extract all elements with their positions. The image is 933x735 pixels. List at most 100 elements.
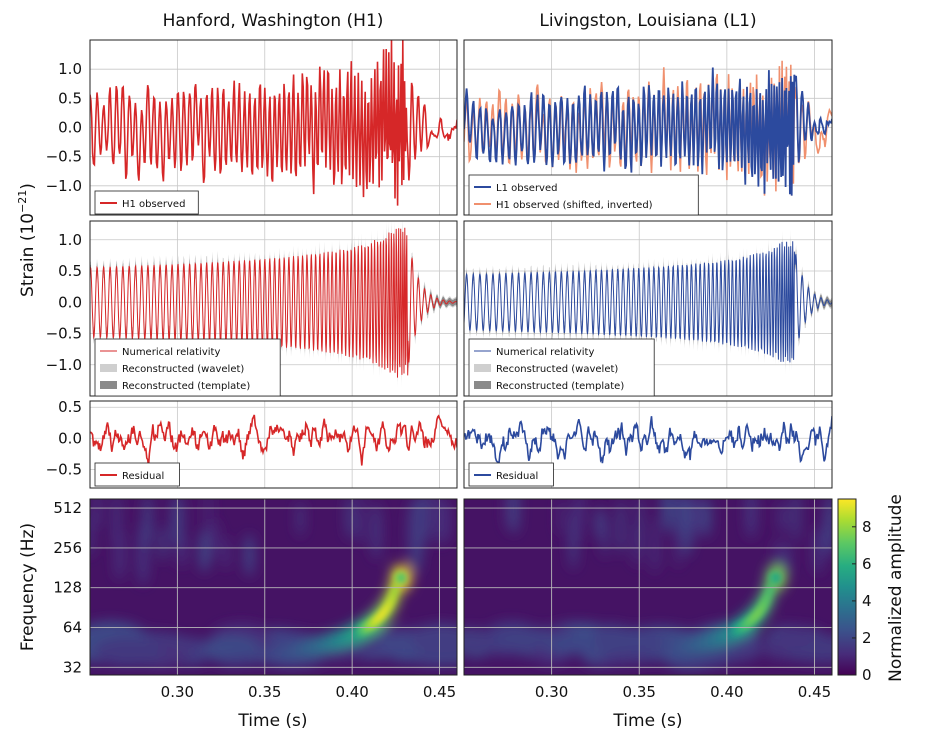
legend-entry: Reconstructed (template) [122,381,250,392]
spectrogram-blob [371,502,382,560]
y-tick-label: 1.0 [58,60,82,78]
colorbar-tick-label: 0 [862,666,872,684]
spectrogram-blob [510,499,520,535]
y-tick-label: −1.0 [46,356,82,374]
spectrogram-blob [792,499,800,543]
y-tick-label: −0.5 [46,460,82,478]
x-tick-label: 0.45 [423,683,456,701]
time-axis-label-left: Time (s) [237,711,307,731]
spectrogram-blob [358,499,365,546]
colorbar-tick-label: 6 [862,555,872,573]
colorbar-tick-label: 4 [862,592,872,610]
legend-swatch [100,364,117,372]
strain-axis-label: Strain (10−21) [16,183,38,297]
legend-entry: Reconstructed (template) [496,381,624,392]
h1-observed-line [90,40,457,206]
spectrogram-blob [204,499,212,535]
spectrogram-blob [423,499,433,543]
l1-spectrogram [464,499,832,675]
colorbar-tick-label: 2 [862,629,872,647]
legend-h1-reconstructed: Numerical relativity Reconstructed (wavel… [94,338,281,397]
x-tick-label: 0.30 [161,683,194,701]
spectrogram-blob [207,519,220,559]
x-tick-label: 0.30 [535,683,568,701]
frequency-axis-label: Frequency (Hz) [18,523,38,651]
legend-entry: L1 observed [496,183,557,194]
spectrogram-blob [651,515,659,574]
spectrogram-blob [681,499,694,538]
spectrogram-blob [784,542,791,577]
spectrogram-blob [346,499,354,540]
y-tick-label: 64 [63,619,82,637]
legend-entry: H1 observed [122,199,185,210]
legend-entry: Reconstructed (wavelet) [122,364,244,375]
panels: 1.0 0.5 0.0 −0.5 −1.0 H1 observed L1 observed H… [46,39,833,701]
h1-spectrogram [90,499,457,675]
spectrogram-blob [441,499,451,544]
panel-h1-residual [89,400,458,489]
spectrogram-blob [826,499,832,545]
legend-entry: H1 observed (shifted, inverted) [496,200,653,211]
spectrogram-blob [244,534,255,577]
y-tick-label: 0.5 [58,398,82,416]
spectrogram-blob [574,499,583,541]
legend-frame [468,174,699,216]
chirp-core [356,571,407,637]
spectrogram-blob [813,527,824,574]
spectrogram-blob [593,624,631,653]
colorbar: 8 6 4 2 0 [837,498,872,684]
legend-entry: Numerical relativity [496,347,594,358]
spectrogram-blob [90,511,94,558]
panel-h1-observed [89,39,458,216]
x-tick-label: 0.35 [248,683,281,701]
y-tick-label: 0.5 [58,262,82,280]
spectrogram-blob [745,499,757,539]
x-tick-label: 0.45 [798,683,831,701]
panel-l1-spectrogram [463,498,833,676]
l1-residual-line [464,415,832,466]
legend-entry: Residual [496,471,538,482]
time-axis-label-right: Time (s) [612,711,682,731]
legend-frame [94,462,180,487]
spectrogram-blob [114,534,123,581]
title-hanford: Hanford, Washington (H1) [163,11,384,31]
h1-residual-line [90,414,457,467]
panel-h1-spectrogram [89,498,458,676]
spectrogram-blob [661,499,674,534]
spectrogram-blob [616,499,625,556]
legend-entry: Reconstructed (wavelet) [496,364,618,375]
chirp-peak [390,583,399,596]
legend-frame [468,338,655,397]
spectrogram-blob [408,623,457,653]
spectrogram-blob [434,499,443,547]
legend-l1-residual: Residual [468,462,554,487]
y-tick-label: −1.0 [46,177,82,195]
y-tick-label: 32 [63,658,82,676]
y-tick-label: −0.5 [46,148,82,166]
colorbar-tick-label: 8 [862,518,872,536]
y-tick-label: 0.0 [58,293,82,311]
legend-swatch [474,364,491,372]
chirp-peak [765,583,774,596]
y-tick-label: 0.5 [58,89,82,107]
legend-swatch [100,381,117,389]
y-tick-label: −0.5 [46,325,82,343]
spectrogram-blob [702,499,711,538]
legend-l1-reconstructed: Numerical relativity Reconstructed (wavel… [468,338,655,397]
colorbar-label: Normalized amplitude [886,494,906,682]
l1-numerical-relativity-line [464,241,832,363]
y-tick-label: 0.0 [58,429,82,447]
spectrogram-blob [222,537,230,570]
panel-l1-residual [463,400,833,489]
legend-frame [94,190,199,215]
legend-entry: Numerical relativity [122,347,220,358]
chirp-peak [398,571,407,584]
spectrogram-blob [198,529,211,573]
y-tick-label: 256 [53,539,82,557]
x-tick-label: 0.40 [710,683,743,701]
spectrogram-blob [407,500,419,565]
spectrogram-blob [296,500,304,537]
spectrogram-blob [693,499,703,539]
y-tick-label: 0.0 [58,119,82,137]
